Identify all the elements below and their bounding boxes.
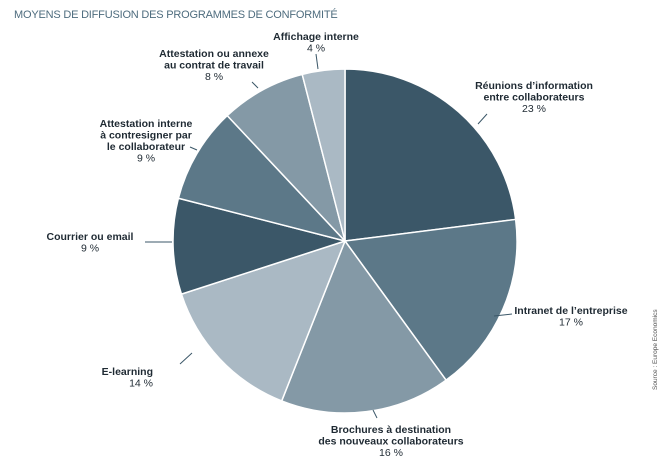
slice-value-label: 16 % xyxy=(379,447,403,459)
slice-label: Affichage interne xyxy=(273,31,359,43)
slice-label: Attestation interne xyxy=(100,118,193,130)
leader-line xyxy=(189,146,198,151)
slice-label: Brochures à destination xyxy=(331,424,451,436)
slice-value-label: 14 % xyxy=(129,378,153,390)
leader-line xyxy=(179,352,193,365)
slice-label: Courrier ou email xyxy=(47,231,134,243)
slice-value-label: 9 % xyxy=(81,243,99,255)
slice-label: au contrat de travail xyxy=(164,60,264,72)
slice-label: des nouveaux collaborateurs xyxy=(318,436,463,448)
slice-label: le collaborateur xyxy=(107,141,185,153)
source-note: Source : Europe Economics xyxy=(652,309,659,390)
pie-slice xyxy=(344,218,518,381)
leader-line xyxy=(251,81,259,89)
pie-slice xyxy=(177,114,346,242)
slice-value-label: 4 % xyxy=(307,43,325,55)
slice-value-label: 9 % xyxy=(137,153,155,165)
slice-value-label: 8 % xyxy=(205,71,223,83)
pie-slice xyxy=(172,197,346,295)
leader-line xyxy=(493,313,513,317)
slice-label: à contresigner par xyxy=(100,130,192,142)
pie-slice xyxy=(280,240,447,414)
slice-value-label: 17 % xyxy=(559,317,583,329)
slice-label: Intranet de l’entreprise xyxy=(514,305,627,317)
slice-label: E-learning xyxy=(102,366,153,378)
slice-label: Attestation ou annexe xyxy=(159,48,269,60)
pie-slice xyxy=(344,68,517,242)
leader-line xyxy=(477,113,488,125)
pie-slice xyxy=(301,68,346,242)
slice-label: Réunions d’information xyxy=(475,80,593,92)
slice-value-label: 23 % xyxy=(522,103,546,115)
leader-line xyxy=(372,409,378,419)
leader-line xyxy=(315,53,319,70)
chart-title: MOYENS DE DIFFUSION DES PROGRAMMES DE CO… xyxy=(14,9,338,21)
slice-label: entre collaborateurs xyxy=(484,92,585,104)
